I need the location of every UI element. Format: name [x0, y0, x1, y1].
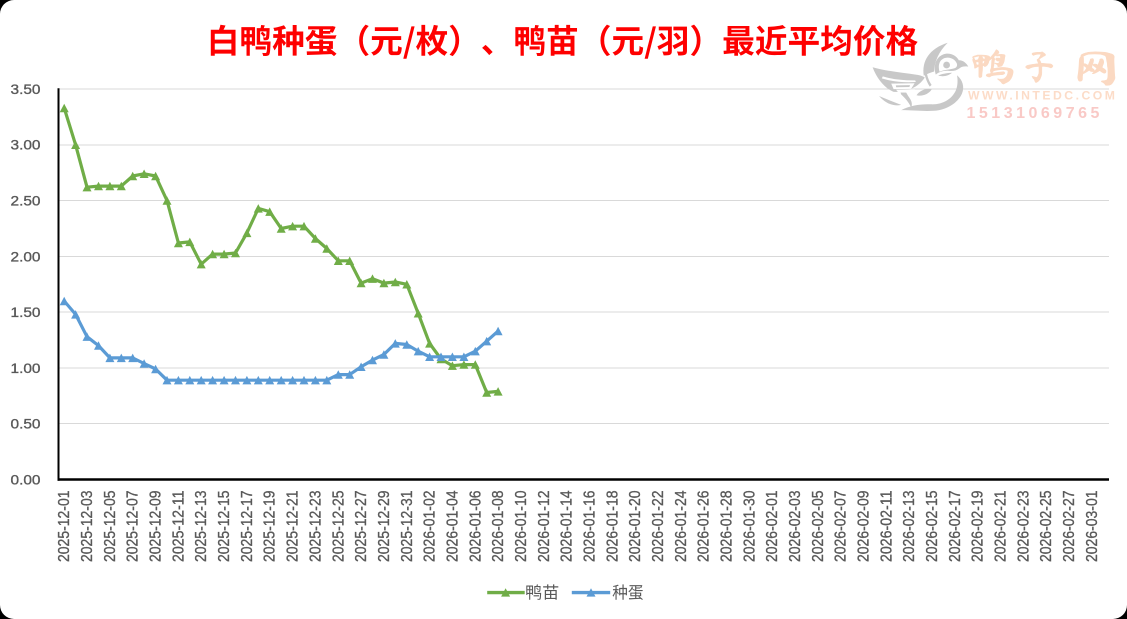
svg-text:WWW.INTEDC.COM: WWW.INTEDC.COM — [968, 89, 1117, 103]
svg-text:2025-12-23: 2025-12-23 — [307, 490, 324, 562]
svg-text:2025-12-01: 2025-12-01 — [56, 490, 73, 562]
svg-text:2025-12-09: 2025-12-09 — [148, 490, 165, 562]
svg-text:15131069765: 15131069765 — [967, 105, 1103, 122]
svg-text:2025-12-17: 2025-12-17 — [239, 490, 256, 562]
svg-text:2.00: 2.00 — [11, 248, 41, 264]
svg-text:0.50: 0.50 — [11, 416, 41, 432]
svg-text:2026-02-25: 2026-02-25 — [1038, 490, 1055, 562]
svg-text:2025-12-31: 2025-12-31 — [399, 490, 416, 562]
svg-text:2026-01-28: 2026-01-28 — [719, 490, 736, 562]
svg-text:2026-01-14: 2026-01-14 — [559, 490, 576, 562]
svg-text:2026-02-27: 2026-02-27 — [1061, 490, 1078, 562]
svg-text:1.00: 1.00 — [11, 360, 41, 376]
svg-text:2026-02-03: 2026-02-03 — [787, 490, 804, 562]
svg-text:2026-03-01: 2026-03-01 — [1084, 490, 1101, 562]
svg-text:2026-02-23: 2026-02-23 — [1015, 490, 1032, 562]
svg-text:2025-12-11: 2025-12-11 — [170, 490, 187, 562]
svg-text:2026-02-07: 2026-02-07 — [833, 490, 850, 562]
svg-text:2025-12-25: 2025-12-25 — [330, 490, 347, 562]
svg-text:2026-02-05: 2026-02-05 — [810, 490, 827, 562]
svg-text:2026-01-20: 2026-01-20 — [627, 490, 644, 562]
svg-text:2026-02-21: 2026-02-21 — [993, 490, 1010, 562]
svg-text:2026-02-13: 2026-02-13 — [901, 490, 918, 562]
svg-text:2.50: 2.50 — [11, 193, 41, 209]
svg-text:2025-12-29: 2025-12-29 — [376, 490, 393, 562]
svg-text:2026-01-08: 2026-01-08 — [490, 490, 507, 562]
svg-text:2026-01-04: 2026-01-04 — [444, 490, 461, 562]
svg-text:3.50: 3.50 — [11, 81, 41, 97]
svg-text:2026-01-22: 2026-01-22 — [650, 490, 667, 562]
svg-text:1.50: 1.50 — [11, 304, 41, 320]
svg-text:2026-02-09: 2026-02-09 — [856, 490, 873, 562]
svg-text:2025-12-13: 2025-12-13 — [193, 490, 210, 562]
svg-text:2025-12-07: 2025-12-07 — [125, 490, 142, 562]
svg-text:3.00: 3.00 — [11, 137, 41, 153]
svg-text:2026-02-19: 2026-02-19 — [970, 490, 987, 562]
svg-text:2026-01-26: 2026-01-26 — [696, 490, 713, 562]
svg-text:2025-12-19: 2025-12-19 — [262, 490, 279, 562]
svg-text:2025-12-15: 2025-12-15 — [216, 490, 233, 562]
svg-text:2026-02-17: 2026-02-17 — [947, 490, 964, 562]
svg-text:2026-01-10: 2026-01-10 — [513, 490, 530, 562]
svg-text:2026-02-01: 2026-02-01 — [764, 490, 781, 562]
svg-text:2026-01-18: 2026-01-18 — [604, 490, 621, 562]
svg-text:2026-01-30: 2026-01-30 — [741, 490, 758, 562]
svg-text:2025-12-27: 2025-12-27 — [353, 490, 370, 562]
svg-text:2026-01-16: 2026-01-16 — [582, 490, 599, 562]
svg-text:2025-12-03: 2025-12-03 — [79, 490, 96, 562]
svg-text:2025-12-21: 2025-12-21 — [285, 490, 302, 562]
svg-text:0.00: 0.00 — [11, 471, 41, 487]
svg-text:2026-02-15: 2026-02-15 — [924, 490, 941, 562]
svg-text:2025-12-05: 2025-12-05 — [102, 490, 119, 562]
svg-text:2026-01-02: 2026-01-02 — [422, 490, 439, 562]
svg-text:2026-01-06: 2026-01-06 — [467, 490, 484, 562]
svg-text:2026-01-24: 2026-01-24 — [673, 490, 690, 562]
svg-text:2026-01-12: 2026-01-12 — [536, 490, 553, 562]
svg-text:2026-02-11: 2026-02-11 — [878, 490, 895, 562]
